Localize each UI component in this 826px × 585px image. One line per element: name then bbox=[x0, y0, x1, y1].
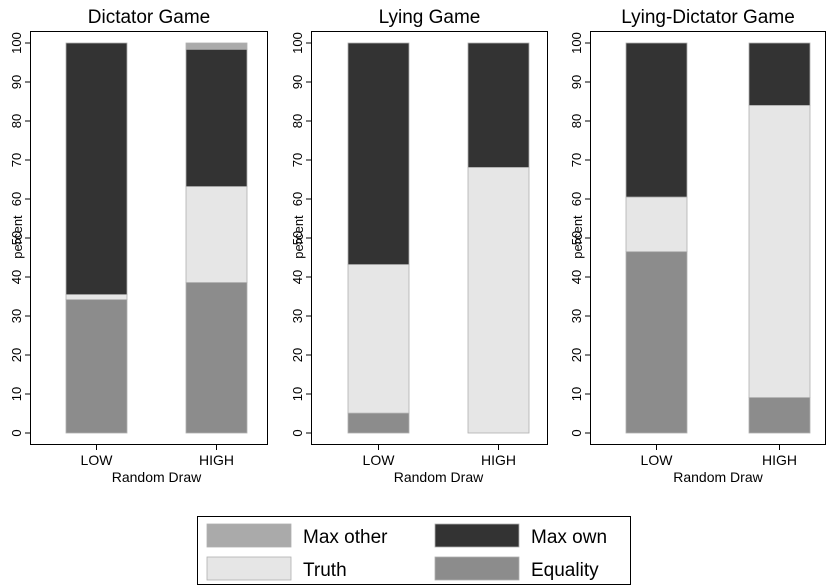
y-tick-label: 20 bbox=[569, 348, 584, 362]
bar-segment-max-own-low bbox=[347, 42, 410, 265]
legend-label: Max own bbox=[531, 527, 607, 548]
y-tick-label: 40 bbox=[569, 270, 584, 284]
y-tick-label: 100 bbox=[290, 32, 305, 54]
y-tick-label: 70 bbox=[569, 153, 584, 167]
y-tick-label: 20 bbox=[290, 348, 305, 362]
y-axis-label: percent bbox=[291, 215, 306, 259]
y-tick-label: 0 bbox=[290, 429, 305, 436]
chart-title: Lying Game bbox=[379, 7, 481, 28]
bar-segment-max-own-high bbox=[467, 42, 530, 168]
legend-item-truth: Truth bbox=[206, 556, 347, 581]
bar-segment-truth-low bbox=[625, 196, 688, 253]
y-tick-label: 50 bbox=[9, 231, 24, 245]
y-tick-label: 40 bbox=[290, 270, 305, 284]
x-tick-label-high: HIGH bbox=[762, 452, 797, 468]
bar-segment-equality-high bbox=[185, 282, 248, 434]
y-tick-label: 50 bbox=[569, 231, 584, 245]
y-tick-label: 30 bbox=[290, 309, 305, 323]
bar-segment-max-own-high bbox=[748, 42, 811, 106]
legend-swatch bbox=[206, 523, 292, 548]
x-axis-label: Random Draw bbox=[673, 469, 763, 485]
legend-label: Truth bbox=[303, 560, 347, 581]
plot-frame bbox=[311, 31, 548, 445]
y-tick-label: 70 bbox=[290, 153, 305, 167]
legend-swatch bbox=[206, 556, 292, 581]
y-axis-label: percent bbox=[10, 215, 25, 259]
panel-lying-game: Lying Game 0 10 20 30 40 50 60 70 80 90 100 percent L… bbox=[290, 7, 548, 485]
y-tick-label: 100 bbox=[569, 32, 584, 54]
y-tick-label: 80 bbox=[569, 114, 584, 128]
x-tick-label-low: LOW bbox=[81, 452, 114, 468]
y-tick-label: 60 bbox=[290, 192, 305, 206]
x-axis-label: Random Draw bbox=[112, 469, 202, 485]
bar-segment-truth-high bbox=[748, 105, 811, 398]
legend-swatch bbox=[434, 523, 520, 548]
y-tick-label: 80 bbox=[9, 114, 24, 128]
y-axis-label: percent bbox=[570, 215, 585, 259]
x-tick-label-high: HIGH bbox=[199, 452, 234, 468]
y-tick-label: 60 bbox=[9, 192, 24, 206]
chart-title: Lying-Dictator Game bbox=[621, 7, 795, 28]
bar-segment-truth-low bbox=[65, 294, 128, 301]
y-tick-label: 10 bbox=[290, 387, 305, 401]
y-tick-label: 70 bbox=[9, 153, 24, 167]
legend-item-equality: Equality bbox=[434, 556, 599, 581]
chart-title: Dictator Game bbox=[88, 7, 210, 28]
y-tick-label: 30 bbox=[9, 309, 24, 323]
bar-segment-truth-high bbox=[467, 167, 530, 434]
y-tick-label: 60 bbox=[569, 192, 584, 206]
y-tick-label: 50 bbox=[290, 231, 305, 245]
bar-segment-max-own-low bbox=[65, 42, 128, 295]
y-tick-label: 80 bbox=[290, 114, 305, 128]
legend-label: Max other bbox=[303, 527, 388, 548]
legend: Max other Max own Truth Equality bbox=[197, 516, 631, 585]
bar-segment-max-other-high bbox=[185, 42, 248, 50]
y-tick-label: 10 bbox=[9, 387, 24, 401]
y-tick-label: 20 bbox=[9, 348, 24, 362]
bar-segment-equality-low bbox=[65, 299, 128, 434]
bar-segment-max-own-low bbox=[625, 42, 688, 198]
bar-segment-truth-low bbox=[347, 264, 410, 414]
plot-frame bbox=[30, 31, 268, 445]
legend-label: Equality bbox=[531, 560, 599, 581]
x-tick-label-low: LOW bbox=[363, 452, 396, 468]
bar-segment-equality-high bbox=[748, 397, 811, 434]
bar-segment-equality-low bbox=[625, 251, 688, 434]
x-tick-label-high: HIGH bbox=[481, 452, 516, 468]
y-tick-label: 0 bbox=[569, 429, 584, 436]
panel-lying-dictator-game: Lying-Dictator Game 0 10 20 30 40 50 60 70 80 90 10… bbox=[569, 7, 826, 485]
legend-swatch bbox=[434, 556, 520, 581]
chart-panels: Dictator Game0102030405060708090100perce… bbox=[9, 7, 826, 485]
y-tick-label: 100 bbox=[9, 32, 24, 54]
bar-segment-max-own-high bbox=[185, 48, 248, 187]
bar-segment-equality-low bbox=[347, 412, 410, 434]
y-tick-label: 40 bbox=[9, 270, 24, 284]
x-tick-label-low: LOW bbox=[641, 452, 674, 468]
y-tick-label: 10 bbox=[569, 387, 584, 401]
y-tick-label: 90 bbox=[569, 75, 584, 89]
x-axis-label: Random Draw bbox=[394, 469, 484, 485]
y-tick-label: 0 bbox=[9, 429, 24, 436]
y-tick-label: 90 bbox=[290, 75, 305, 89]
y-tick-label: 30 bbox=[569, 309, 584, 323]
legend-item-max-own: Max own bbox=[434, 523, 607, 548]
panel-dictator-game: Dictator Game 0 10 20 30 40 50 60 70 80 90 100 perce… bbox=[9, 7, 268, 485]
y-tick-label: 90 bbox=[9, 75, 24, 89]
bar-segment-truth-high bbox=[185, 186, 248, 283]
legend-item-max-other: Max other bbox=[206, 523, 388, 548]
